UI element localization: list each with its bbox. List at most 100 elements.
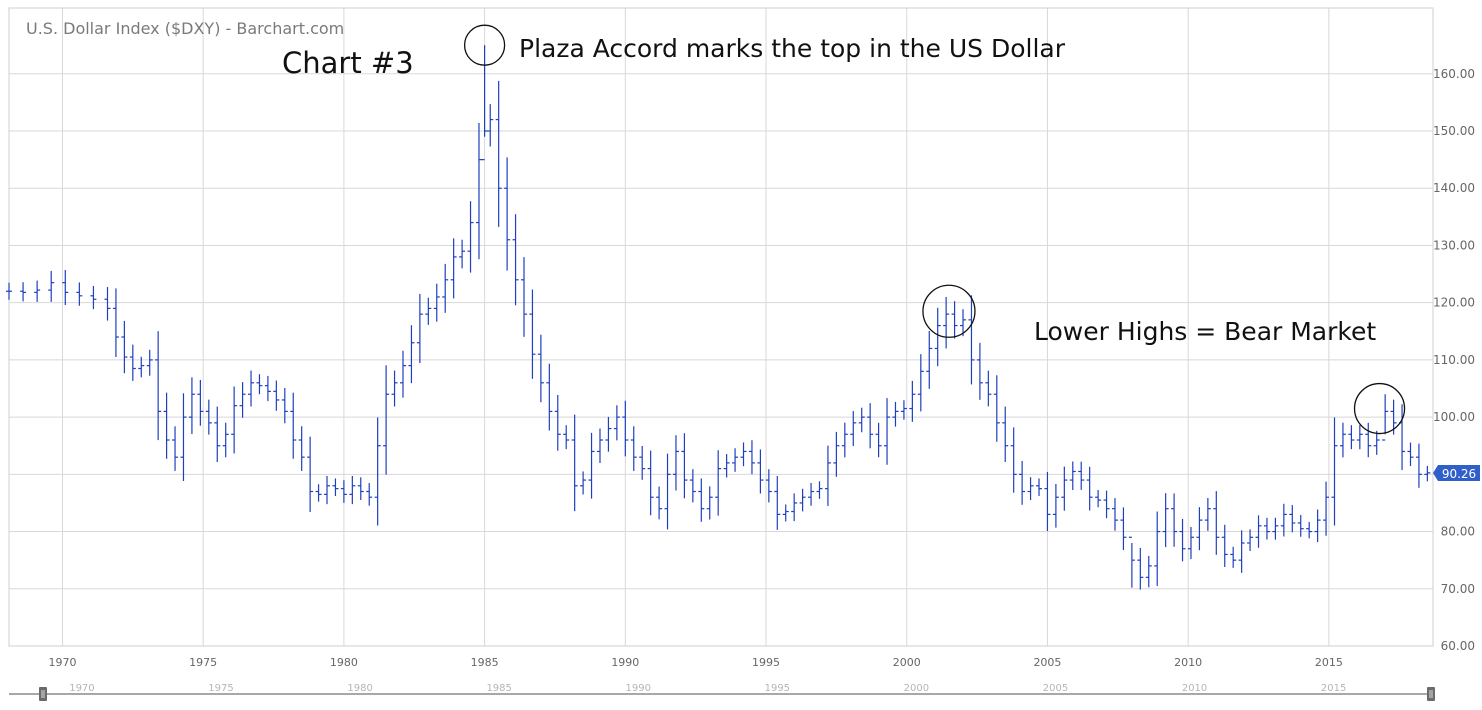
price-bar [1382, 394, 1389, 441]
price-bar [960, 309, 967, 337]
price-bar [580, 471, 587, 495]
price-bar [459, 239, 466, 269]
price-bar [1010, 427, 1017, 493]
price-bar [546, 363, 553, 431]
price-bar [1095, 490, 1102, 508]
y-tick-label: 100.00 [1433, 410, 1475, 424]
price-bar [481, 45, 488, 161]
price-bar [681, 433, 688, 499]
price-bar [647, 450, 654, 516]
last-price-badge: 90.26 [1433, 465, 1480, 481]
price-bar [248, 370, 255, 407]
price-bar [1128, 536, 1135, 588]
price-bar [416, 293, 423, 364]
price-bar [1407, 442, 1414, 467]
price-bar [1002, 406, 1009, 463]
price-bar [1280, 503, 1287, 537]
price-bar [799, 488, 806, 512]
price-bar [1238, 530, 1245, 573]
price-bar [740, 442, 747, 467]
navigator-label: 1980 [347, 683, 372, 694]
price-bar [34, 280, 41, 302]
price-bar [1331, 417, 1338, 526]
price-bar [1323, 481, 1330, 536]
peak-circle [922, 284, 976, 338]
price-bar [1213, 491, 1220, 555]
y-tick-label: 140.00 [1433, 181, 1475, 195]
price-bar [1019, 461, 1026, 505]
price-bar [214, 406, 221, 463]
price-bar [1263, 517, 1270, 540]
price-bar [1111, 498, 1118, 531]
price-bar [222, 422, 229, 458]
x-tick-label: 2000 [893, 656, 921, 669]
x-tick-label: 1980 [330, 656, 358, 669]
price-bar [504, 157, 511, 271]
navigator-label: 2010 [1182, 683, 1207, 694]
price-bar [639, 445, 646, 480]
price-bar [383, 365, 390, 475]
price-bar [290, 392, 297, 459]
price-bar [48, 270, 55, 302]
price-bar [1171, 493, 1178, 547]
price-bar [1314, 509, 1321, 543]
price-bar [76, 282, 83, 306]
price-bar [943, 296, 950, 349]
price-bar [917, 354, 924, 412]
price-bar [689, 469, 696, 503]
navigator[interactable]: 1970 1975 1980 1985 1990 1995 2000 2005 2010 2015 [9, 683, 1435, 701]
price-bar [1255, 515, 1262, 548]
price-bar [231, 386, 238, 454]
price-bar [1120, 507, 1127, 551]
price-bar [112, 288, 119, 358]
price-bar [892, 401, 899, 427]
price-bar [1137, 547, 1144, 590]
price-bar [264, 375, 271, 402]
price-bar [1036, 478, 1043, 496]
price-bar [1179, 518, 1186, 562]
price-bar [1415, 443, 1422, 488]
price-bar [588, 432, 595, 499]
navigator-label: 2000 [904, 683, 929, 694]
price-bar [622, 400, 629, 457]
price-bar [1145, 555, 1152, 588]
price-bar [467, 201, 474, 273]
price-bar [408, 325, 415, 384]
price-bar [1052, 483, 1059, 528]
last-price-value: 90.26 [1442, 467, 1476, 481]
price-bar [442, 263, 449, 313]
price-bar [1154, 511, 1161, 586]
price-bar [433, 283, 440, 322]
peak-circle [1353, 382, 1406, 435]
price-bar [1348, 425, 1355, 450]
navigator-left-handle[interactable] [39, 687, 47, 701]
price-bar [205, 399, 212, 435]
price-bar [757, 449, 764, 494]
price-bar [951, 301, 958, 339]
y-tick-label: 80.00 [1441, 525, 1475, 539]
price-bar [239, 382, 246, 418]
x-tick-label: 1985 [471, 656, 499, 669]
price-bar [1221, 524, 1228, 567]
x-tick-label: 1995 [752, 656, 780, 669]
chart-title: U.S. Dollar Index ($DXY) - Barchart.com [26, 19, 344, 38]
x-tick-label: 2010 [1174, 656, 1202, 669]
navigator-labels: 1970 1975 1980 1985 1990 1995 2000 2005 2010 2015 [69, 683, 1346, 694]
price-bar [332, 478, 339, 496]
x-tick-label: 2015 [1315, 656, 1343, 669]
price-bar [934, 307, 941, 367]
navigator-label: 1995 [765, 683, 790, 694]
price-bar [715, 450, 722, 516]
price-bar [298, 426, 305, 471]
price-bar [816, 481, 823, 499]
price-bar [571, 414, 578, 512]
x-tick-label: 1970 [48, 656, 76, 669]
price-bar [1196, 507, 1203, 551]
price-bar [425, 297, 432, 325]
price-bar [104, 287, 111, 321]
price-bar [315, 484, 322, 502]
navigator-right-handle[interactable] [1427, 687, 1435, 701]
price-bars [6, 45, 1431, 590]
price-bar [968, 295, 975, 385]
